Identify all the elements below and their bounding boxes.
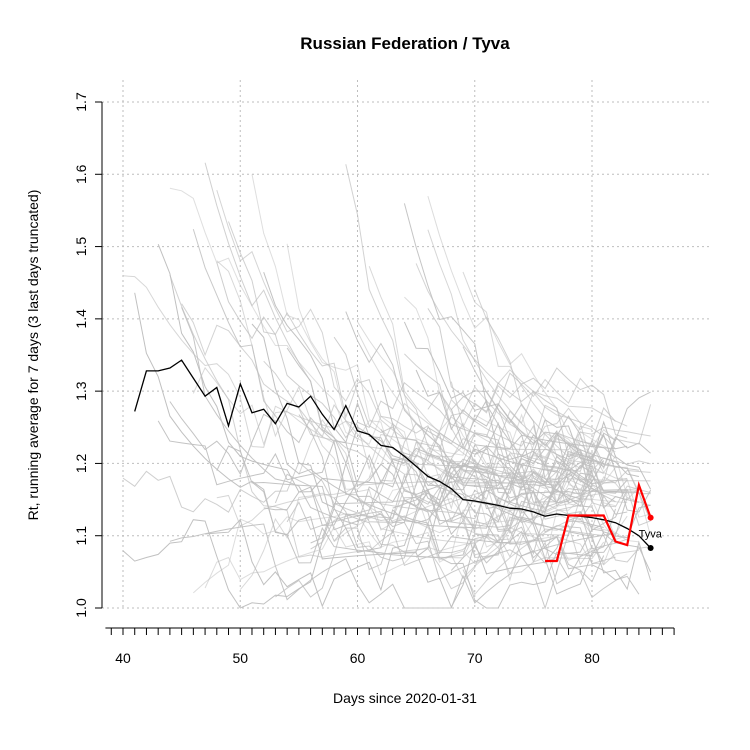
background-series-line	[169, 508, 616, 609]
background-series-line	[181, 303, 652, 490]
background-series-line	[403, 203, 593, 474]
background-series-line	[228, 221, 651, 482]
background-series-line	[310, 422, 651, 550]
background-series-line	[204, 162, 616, 514]
x-axis-label: Days since 2020-01-31	[333, 690, 477, 706]
background-series-line	[392, 479, 628, 531]
x-tick-label: 80	[584, 650, 600, 666]
background-series-line	[333, 485, 616, 565]
background-series-line	[263, 360, 593, 556]
tyva-series-line	[545, 480, 652, 563]
background-series-line	[345, 164, 651, 508]
y-tick-label: 1.1	[73, 526, 89, 546]
background-series-line	[368, 428, 616, 565]
background-series-line	[450, 452, 651, 507]
background-series-line	[122, 275, 593, 522]
y-tick-label: 1.3	[73, 381, 89, 401]
x-tick-label: 50	[232, 650, 248, 666]
background-series-line	[157, 244, 605, 503]
background-series-line	[216, 262, 628, 439]
background-series-line	[286, 458, 628, 535]
axes: 1.0 1.1 1.2 1.3 1.4 1.5 1.6 1.7 40 50 60 70 80	[73, 92, 675, 666]
background-series-line	[216, 445, 639, 531]
background-series-line	[298, 418, 628, 565]
background-series-line	[216, 189, 593, 479]
background-series-line	[474, 289, 616, 539]
background-series-line	[380, 378, 652, 591]
grid-lines	[102, 80, 710, 609]
background-series-line	[169, 401, 604, 559]
x-tick-label: 40	[115, 650, 131, 666]
series-annotation: Tyva	[639, 529, 663, 541]
tyva-end-point	[647, 514, 654, 521]
x-tick-label: 60	[350, 650, 366, 666]
background-series-line	[450, 530, 605, 583]
country-end-point	[647, 545, 654, 552]
y-tick-label: 1.7	[73, 92, 89, 112]
background-series-line	[415, 263, 628, 427]
background-series-line	[450, 456, 593, 579]
y-tick-label: 1.5	[73, 237, 89, 257]
background-series-line	[192, 228, 628, 610]
background-series-line	[404, 353, 651, 451]
background-series-line	[192, 498, 628, 594]
main-series-group: Tyva	[134, 359, 663, 563]
y-tick-label: 1.2	[73, 453, 89, 473]
background-series-line	[251, 323, 640, 509]
y-axis-label: Rt, running average for 7 days (3 last d…	[25, 190, 41, 521]
y-tick-label: 1.0	[73, 598, 89, 618]
background-series-line	[134, 292, 604, 609]
background-series-line	[450, 403, 651, 468]
chart-title: Russian Federation / Tyva	[300, 34, 510, 53]
country-series-line	[134, 359, 652, 549]
x-tick-label: 70	[467, 650, 483, 666]
background-series-line	[263, 272, 651, 595]
background-series-line	[204, 513, 593, 589]
background-series-line	[192, 366, 651, 518]
background-series-line	[216, 260, 593, 582]
y-tick-label: 1.4	[73, 309, 89, 329]
background-series-line	[181, 307, 640, 595]
background-series-line	[403, 321, 593, 487]
background-series-line	[122, 473, 593, 609]
background-series-line	[357, 404, 616, 552]
background-series-group	[122, 162, 652, 610]
background-series-line	[122, 461, 651, 563]
background-series-line	[427, 229, 593, 431]
background-series-line	[263, 429, 640, 526]
y-tick-label: 1.6	[73, 164, 89, 184]
